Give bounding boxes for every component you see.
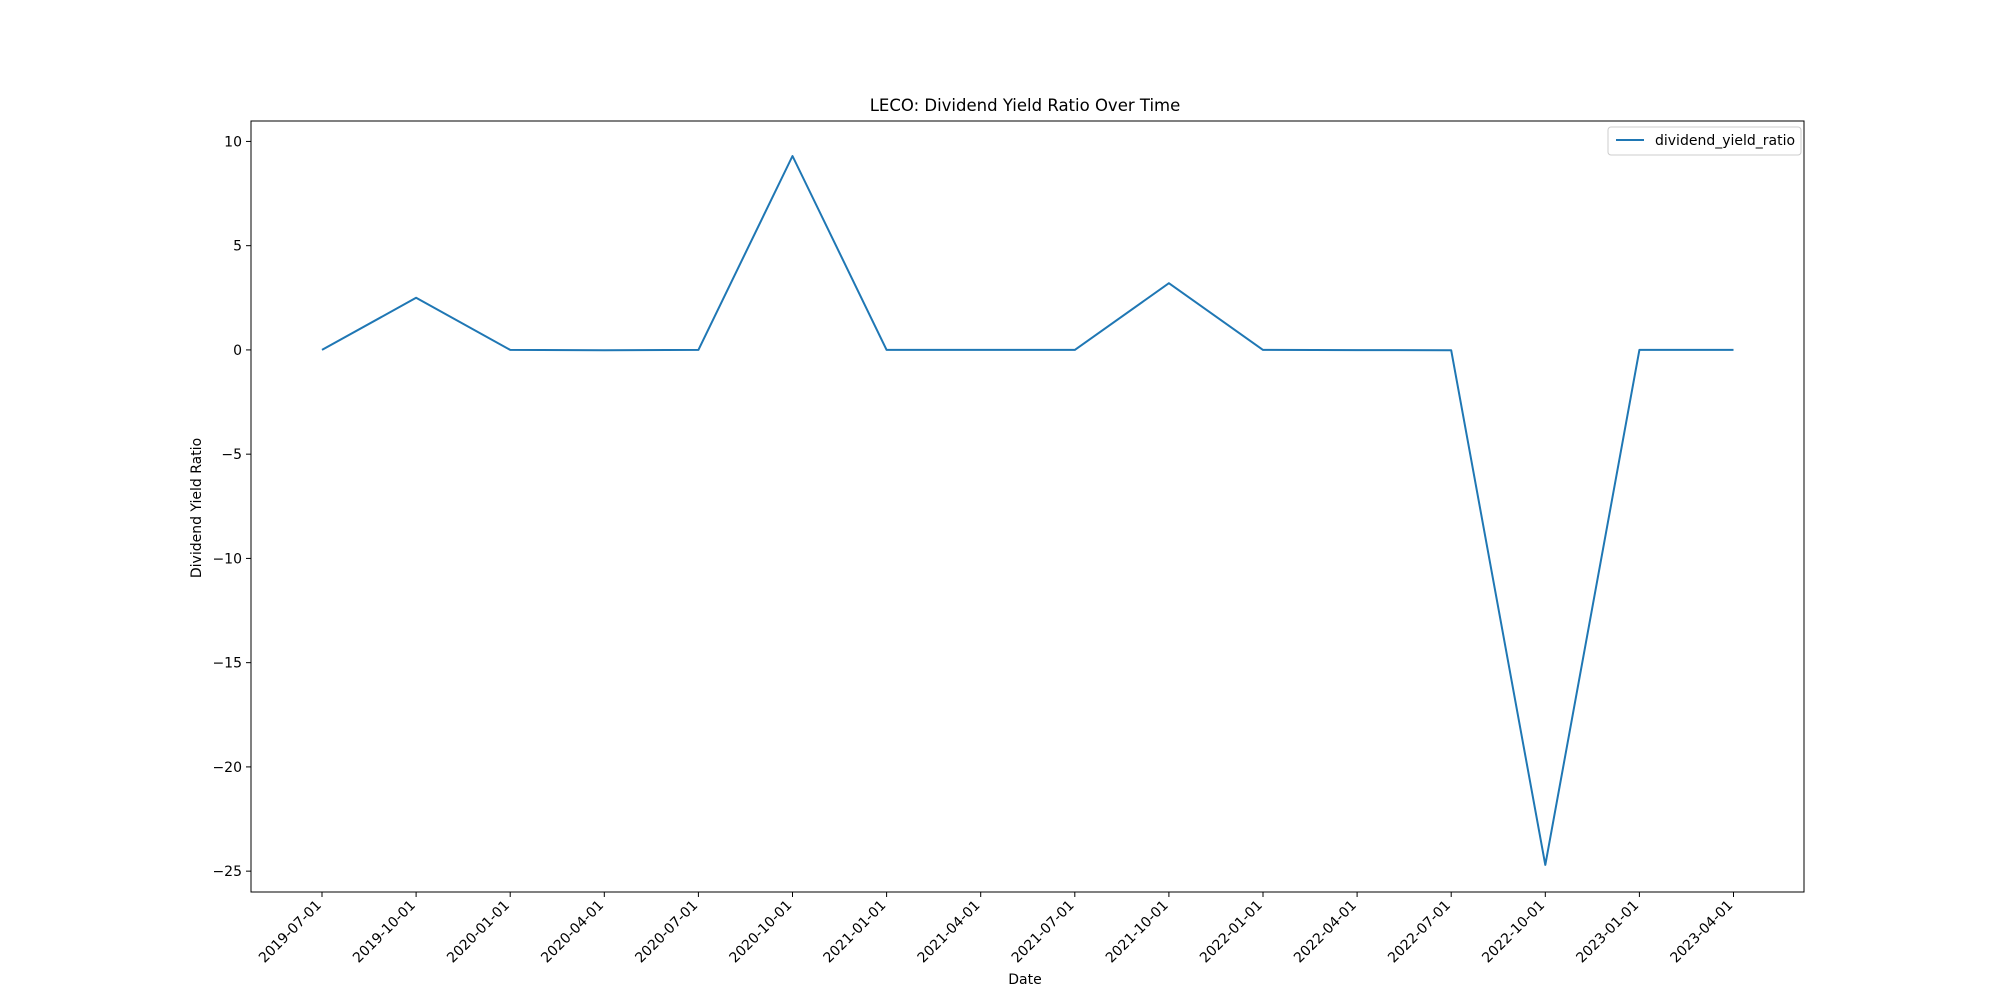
y-tick-label: 0 <box>233 343 242 359</box>
y-tick-label: −20 <box>212 760 242 776</box>
y-tick-label: −5 <box>221 447 242 463</box>
y-tick-label: −10 <box>212 551 242 567</box>
x-axis-label: Date <box>1008 972 1041 988</box>
chart-title: LECO: Dividend Yield Ratio Over Time <box>870 96 1181 115</box>
legend-frame <box>1607 126 1802 156</box>
series-line-dividend-yield-ratio <box>321 155 1734 866</box>
y-axis-label: Dividend Yield Ratio <box>189 438 205 578</box>
legend-label-dividend-yield-ratio: dividend_yield_ratio <box>1655 133 1795 149</box>
y-tick-label: −25 <box>212 864 242 880</box>
plot-frame <box>250 120 1805 893</box>
y-tick-label: 10 <box>224 134 242 150</box>
legend: dividend_yield_ratio <box>1607 126 1802 156</box>
y-axis: 10 5 0 −5 −10 −15 −20 −25 <box>212 134 251 880</box>
y-tick-label: 5 <box>233 239 242 255</box>
series-layer <box>321 155 1734 866</box>
y-tick-label: −15 <box>212 656 242 672</box>
plot-area <box>250 120 1805 893</box>
